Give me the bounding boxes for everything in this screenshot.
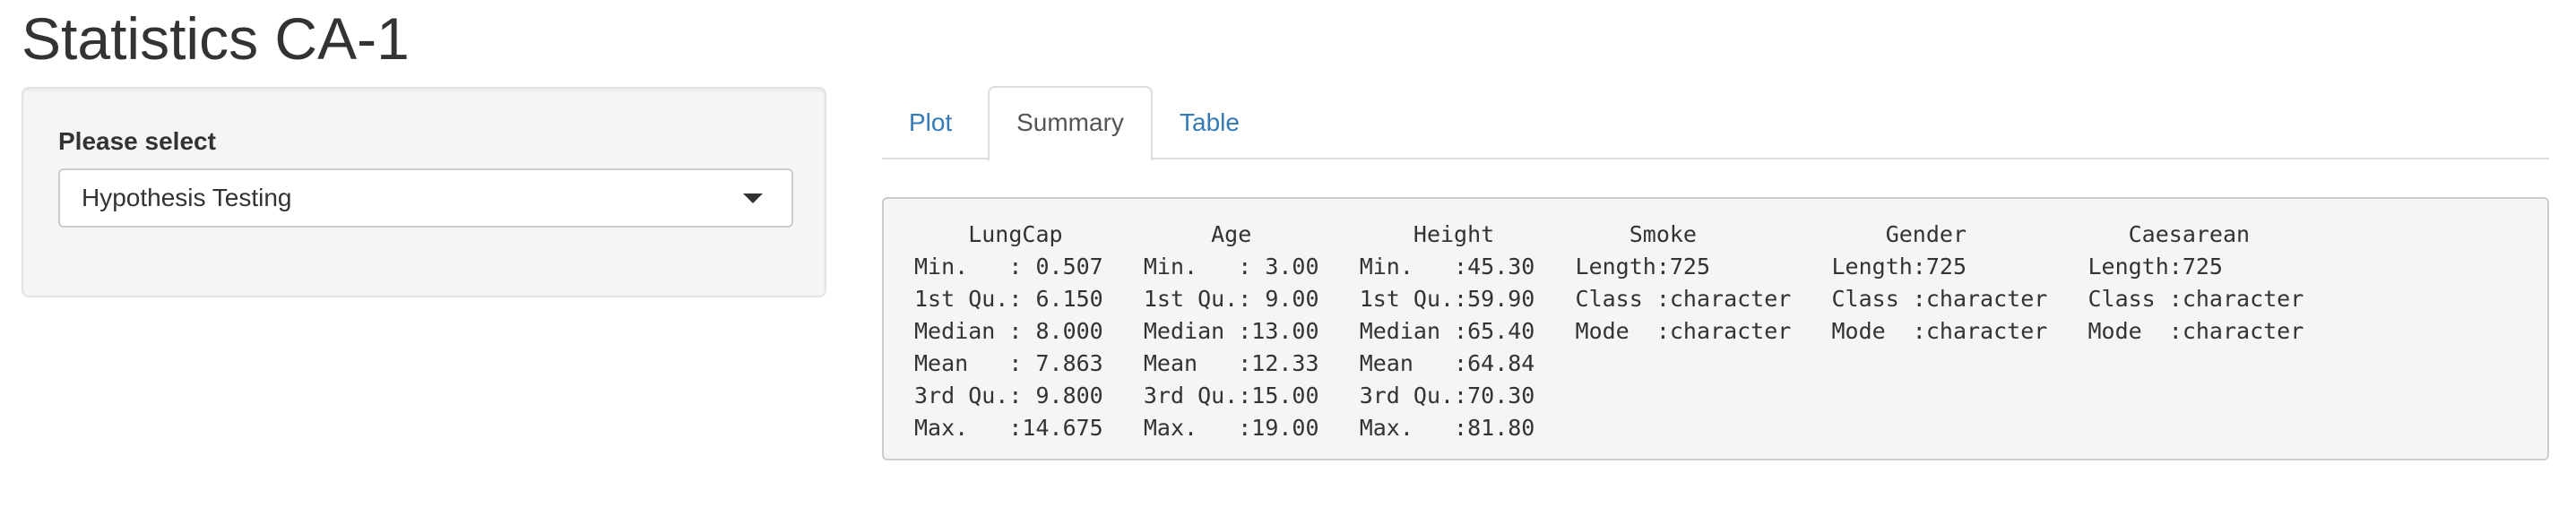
select-value: Hypothesis Testing (82, 184, 292, 211)
summary-line: Median : 8.000 Median :13.00 Median :65.… (914, 318, 2331, 344)
page-title: Statistics CA-1 (22, 5, 410, 72)
caret-down-icon[interactable] (743, 194, 763, 203)
tab-table[interactable]: Table (1180, 108, 1240, 136)
tab-bar: Plot Summary Table (882, 86, 2549, 161)
sidebar-panel: Please select Hypothesis Testing (22, 87, 826, 297)
select-label: Please select (58, 127, 216, 155)
analysis-select[interactable]: Hypothesis Testing (58, 168, 793, 228)
summary-line: 1st Qu.: 6.150 1st Qu.: 9.00 1st Qu.:59.… (914, 286, 2331, 312)
summary-line: Max. :14.675 Max. :19.00 Max. :81.80 (914, 415, 2331, 441)
tab-summary[interactable]: Summary (988, 86, 1153, 161)
summary-line: Mean : 7.863 Mean :12.33 Mean :64.84 (914, 350, 2331, 376)
summary-line: LungCap Age Height Smoke Gender Caesarea… (914, 221, 2318, 247)
summary-output: LungCap Age Height Smoke Gender Caesarea… (882, 197, 2549, 460)
summary-line: 3rd Qu.: 9.800 3rd Qu.:15.00 3rd Qu.:70.… (914, 383, 2331, 408)
tab-plot[interactable]: Plot (909, 108, 953, 136)
summary-line: Min. : 0.507 Min. : 3.00 Min. :45.30 Len… (914, 254, 2331, 280)
